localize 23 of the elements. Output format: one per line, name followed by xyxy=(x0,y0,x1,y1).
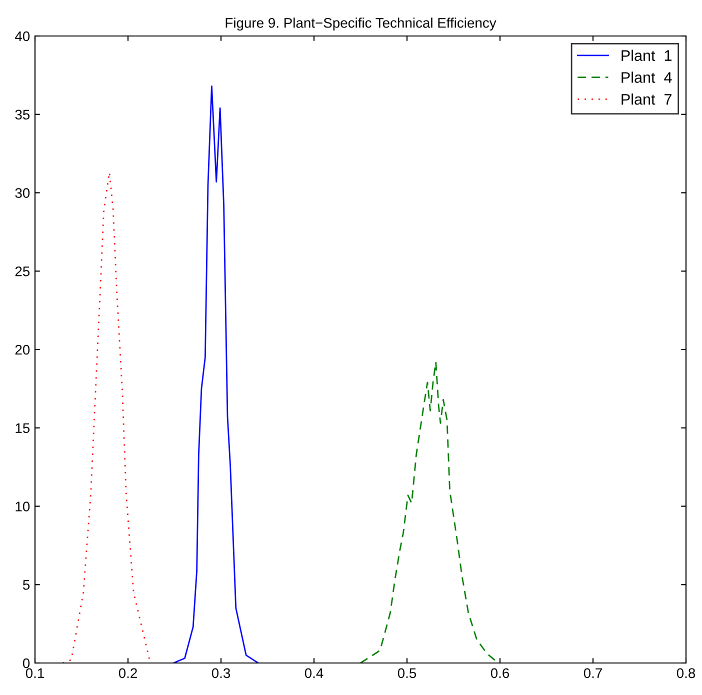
line-series xyxy=(62,172,152,663)
x-tick-label: 0.1 xyxy=(26,668,44,678)
chart-title: Figure 9. Plant−Specific Technical Efficiency xyxy=(226,18,496,31)
legend-label: Plant 1 xyxy=(622,50,672,61)
y-tick-label: 5 xyxy=(22,580,30,590)
x-tick-label: 0.3 xyxy=(212,668,230,678)
y-tick-label: 40 xyxy=(15,31,30,42)
y-tick-label: 15 xyxy=(16,423,30,434)
y-tick-label: 20 xyxy=(15,344,30,355)
x-tick-label: 0.6 xyxy=(490,668,510,678)
x-tick-label: 0.2 xyxy=(118,668,137,678)
legend-label: Plant 4 xyxy=(622,72,672,83)
y-tick-label: 0 xyxy=(22,658,30,668)
y-tick-label: 35 xyxy=(15,110,30,120)
x-tick-label: 0.4 xyxy=(304,668,324,678)
y-tick-label: 30 xyxy=(15,188,30,198)
legend-label: Plant 7 xyxy=(622,94,672,105)
line-series xyxy=(172,85,259,663)
y-tick-label: 25 xyxy=(15,266,30,276)
x-tick-label: 0.7 xyxy=(584,668,602,678)
x-tick-label: 0.5 xyxy=(398,668,416,678)
x-tick-label: 0.8 xyxy=(676,668,696,678)
y-tick-label: 10 xyxy=(16,502,30,512)
